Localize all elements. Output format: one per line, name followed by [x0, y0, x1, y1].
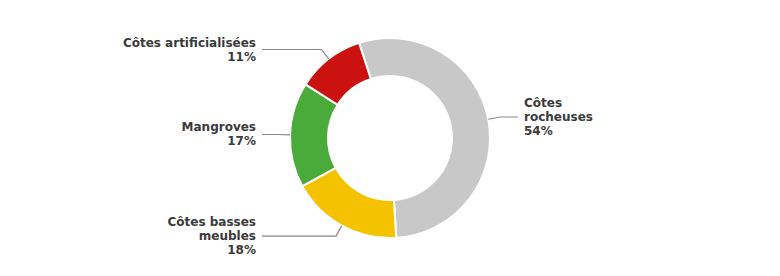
leader-line [488, 117, 518, 119]
chart: Côtesrocheuses54% Côtes bassesmeubles18% M… [0, 0, 780, 276]
slice-label: Côtes artificialisées11% [123, 36, 256, 64]
slice [306, 43, 371, 105]
leader-line [262, 50, 329, 59]
category-label: Mangroves [182, 120, 256, 134]
labels: Côtesrocheuses54% Côtes bassesmeubles18% M… [123, 36, 593, 258]
value-label: 54% [524, 124, 553, 138]
category-label: Côtes basses [168, 215, 257, 229]
category-label: Côtes artificialisées [123, 36, 256, 50]
value-label: 11% [227, 50, 256, 64]
leader-line [262, 134, 290, 136]
category-label: rocheuses [524, 110, 593, 124]
slice-label: Mangroves17% [182, 120, 256, 148]
leader-line [262, 226, 342, 237]
category-label: Côtes [524, 96, 562, 110]
category-label: meubles [199, 229, 256, 243]
slice-label: Côtesrocheuses54% [524, 96, 593, 138]
pie [290, 38, 490, 238]
value-label: 17% [227, 134, 256, 148]
slice-label: Côtes bassesmeubles18% [168, 215, 257, 257]
value-label: 18% [227, 243, 256, 257]
